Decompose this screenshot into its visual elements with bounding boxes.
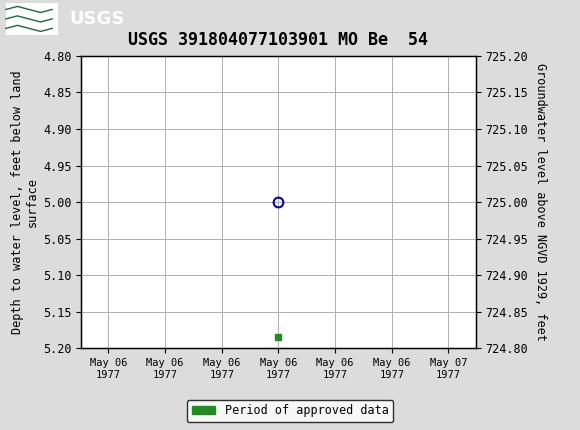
Text: USGS: USGS <box>70 10 125 28</box>
Title: USGS 391804077103901 MO Be  54: USGS 391804077103901 MO Be 54 <box>128 31 429 49</box>
Y-axis label: Depth to water level, feet below land
surface: Depth to water level, feet below land su… <box>11 70 39 334</box>
Y-axis label: Groundwater level above NGVD 1929, feet: Groundwater level above NGVD 1929, feet <box>534 63 546 341</box>
Bar <box>6 3 58 35</box>
Legend: Period of approved data: Period of approved data <box>187 399 393 422</box>
